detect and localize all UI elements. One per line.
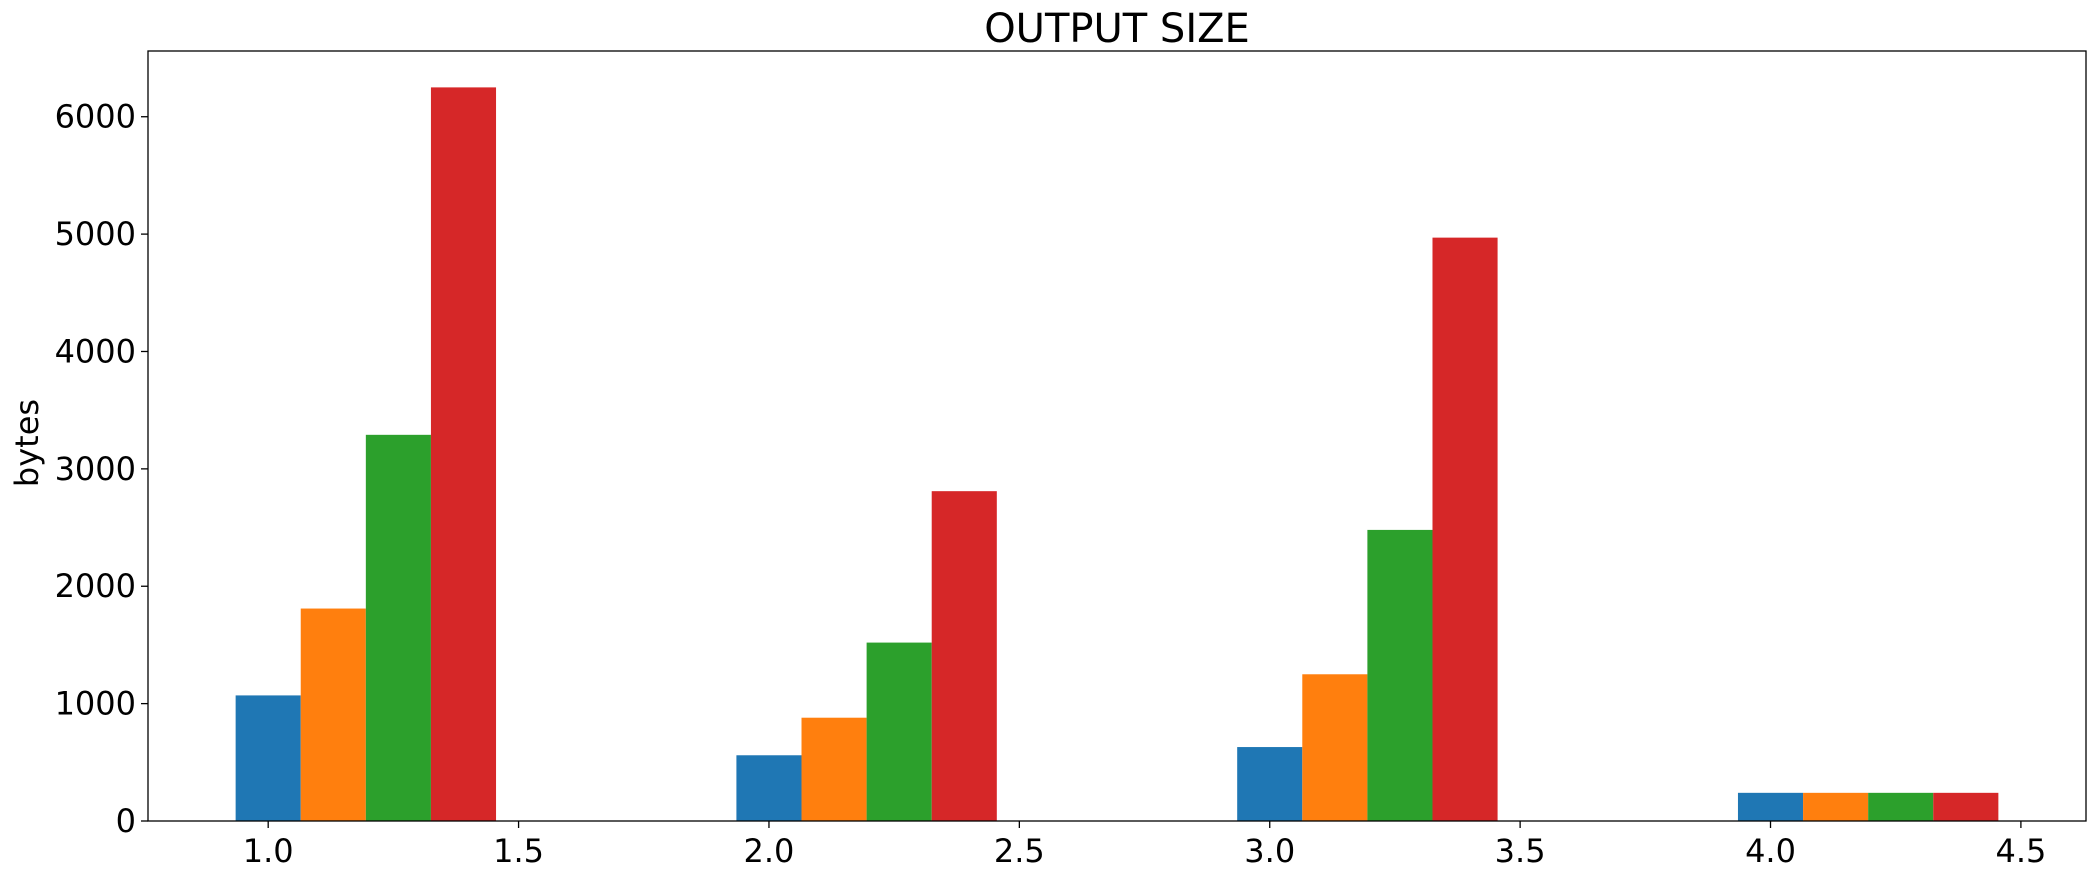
bar-s4-g2 [931, 491, 997, 821]
y-tick-label: 5000 [55, 215, 136, 253]
y-tick-label: 6000 [55, 98, 136, 136]
bars-group [235, 87, 1999, 821]
bar-s4-g4 [1933, 792, 1999, 821]
y-tick-label: 2000 [55, 567, 136, 605]
x-axis-ticks: 1.0 1.5 2.0 2.5 3.0 3.5 4.0 4.5 [243, 821, 2046, 870]
y-tick-label: 1000 [55, 685, 136, 723]
y-axis-label: bytes [8, 399, 46, 487]
bar-s1-g3 [1237, 747, 1303, 821]
x-tick-label: 3.0 [1244, 832, 1295, 870]
bar-s2-g3 [1302, 674, 1368, 821]
bar-s2-g4 [1803, 792, 1869, 821]
x-tick-label: 4.5 [1995, 832, 2046, 870]
y-axis-ticks: 0 1000 2000 3000 4000 5000 6000 [55, 98, 148, 840]
x-tick-label: 2.5 [994, 832, 1045, 870]
bar-s4-g1 [430, 87, 497, 821]
bar-s2-g1 [300, 608, 366, 821]
y-tick-label: 4000 [55, 332, 136, 370]
y-tick-label: 0 [116, 802, 136, 840]
bar-s3-g4 [1868, 792, 1934, 821]
bar-s3-g1 [365, 434, 431, 821]
x-tick-label: 3.5 [1495, 832, 1546, 870]
x-tick-label: 1.5 [493, 832, 544, 870]
y-tick-label: 3000 [55, 450, 136, 488]
bar-s1-g2 [736, 755, 802, 821]
bar-s1-g1 [235, 695, 301, 821]
chart-title: OUTPUT SIZE [984, 6, 1250, 52]
bar-s1-g4 [1737, 792, 1804, 821]
x-tick-label: 4.0 [1745, 832, 1796, 870]
plot-area-frame [147, 50, 2087, 822]
bar-s3-g2 [866, 642, 932, 821]
x-tick-label: 2.0 [744, 832, 795, 870]
bar-s3-g3 [1367, 529, 1433, 821]
bar-s4-g3 [1432, 237, 1498, 821]
bar-s2-g2 [801, 717, 867, 821]
x-tick-label: 1.0 [243, 832, 294, 870]
